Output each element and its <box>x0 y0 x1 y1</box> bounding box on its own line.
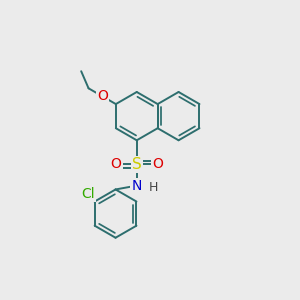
Text: H: H <box>148 181 158 194</box>
Text: O: O <box>152 158 163 171</box>
Text: O: O <box>111 158 122 171</box>
Text: N: N <box>132 178 142 193</box>
Text: O: O <box>97 89 108 103</box>
Text: Cl: Cl <box>81 187 94 201</box>
Text: S: S <box>132 157 142 172</box>
